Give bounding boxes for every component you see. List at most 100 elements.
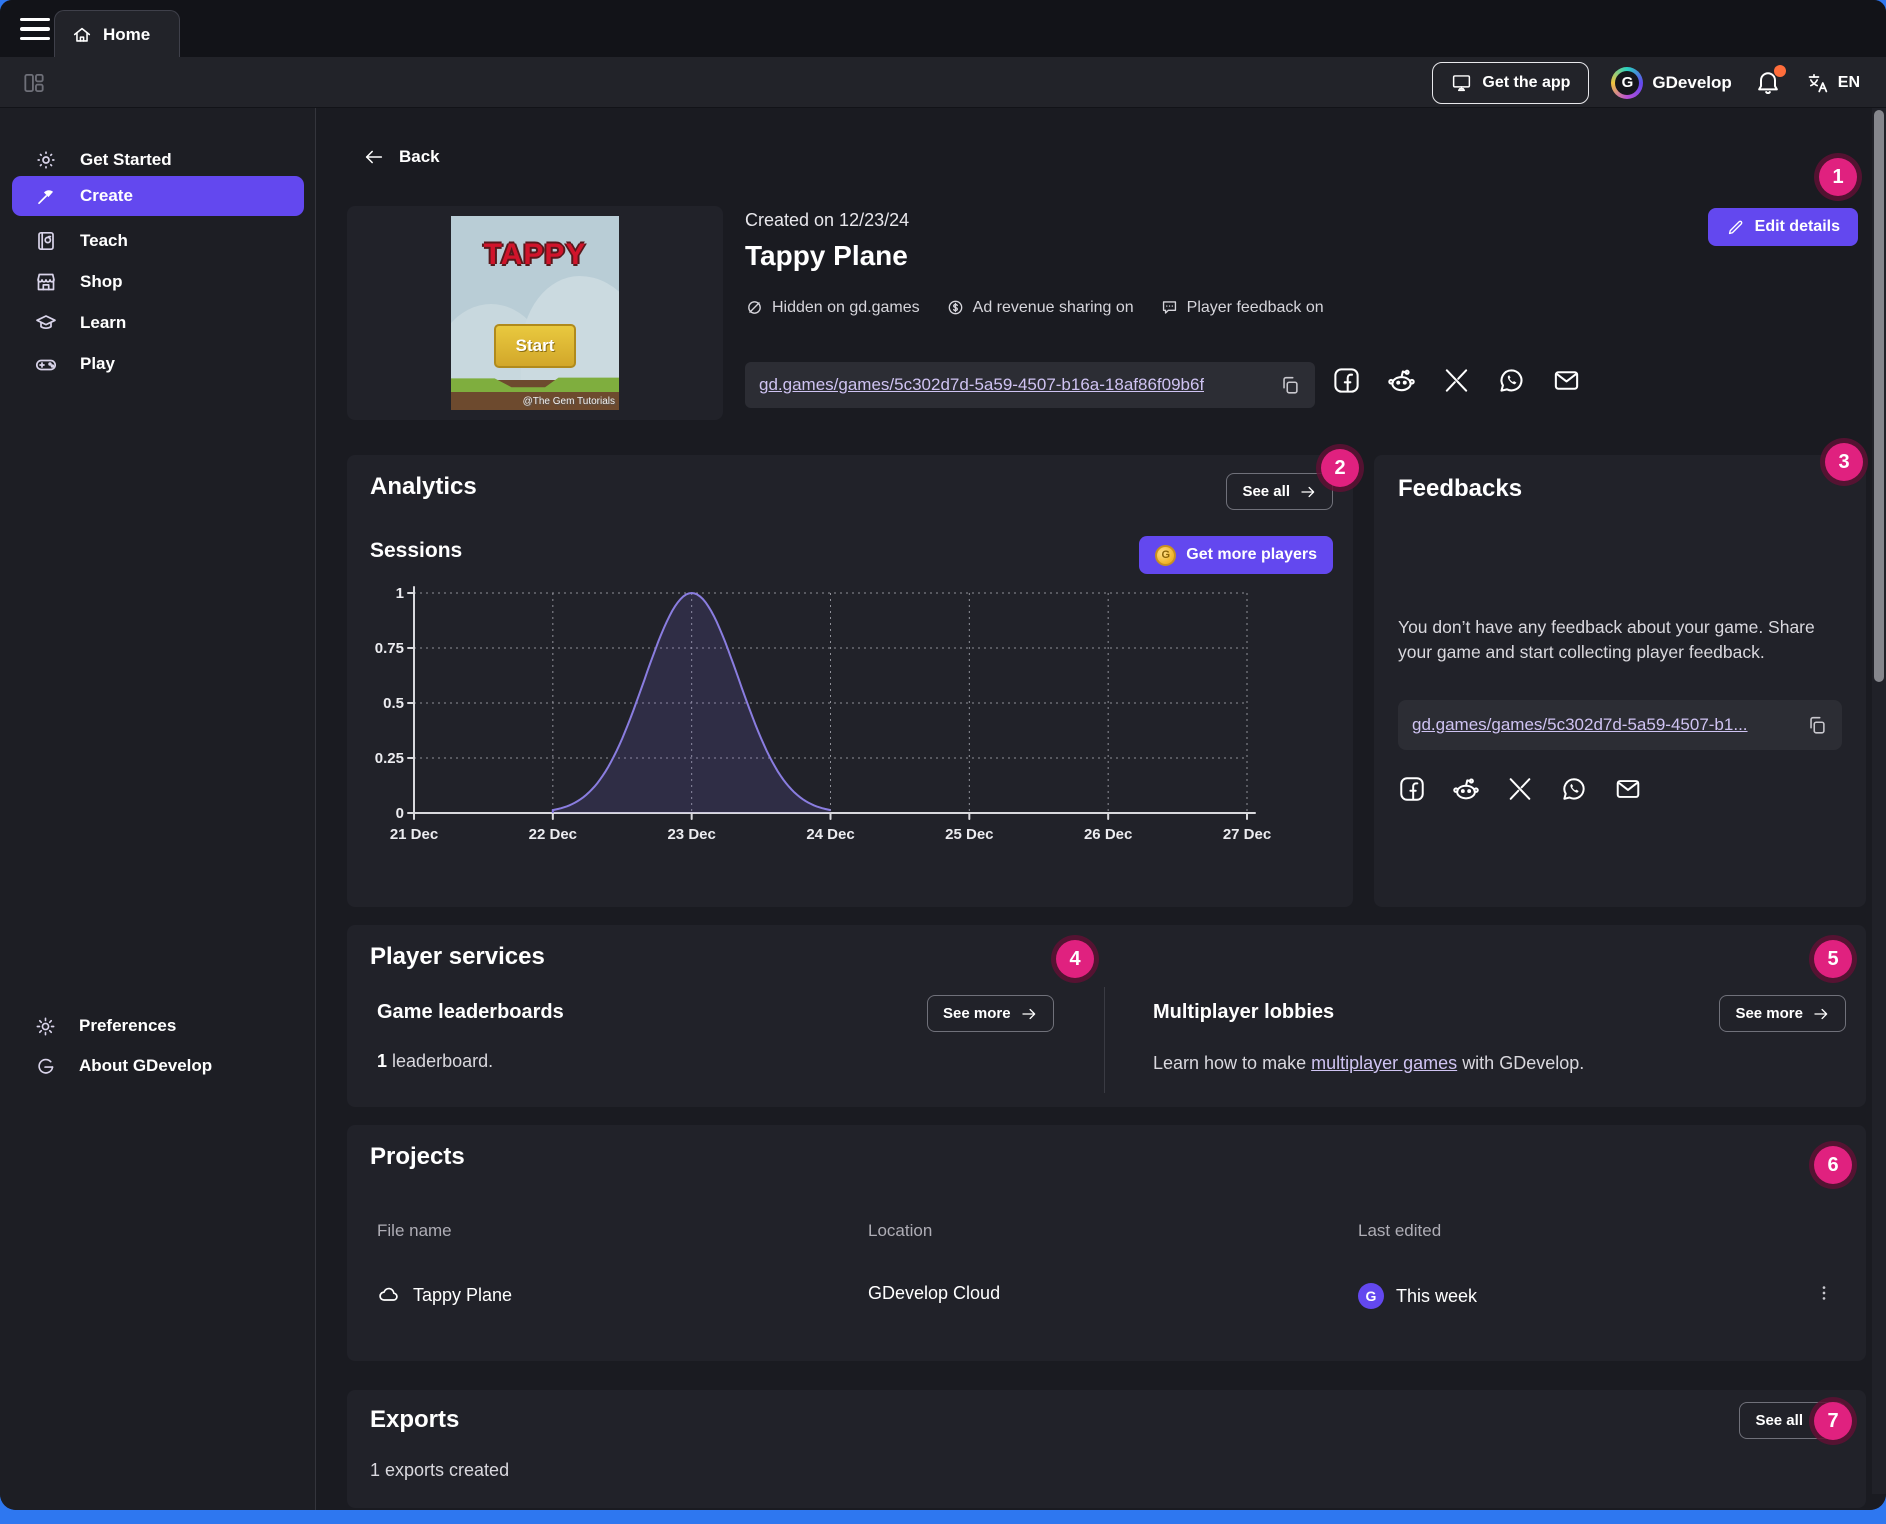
copy-icon[interactable] [1806, 714, 1828, 736]
exports-title: Exports [370, 1406, 460, 1433]
svg-text:27 Dec: 27 Dec [1223, 826, 1271, 843]
arrow-right-icon [1814, 1008, 1828, 1019]
annotation-badge-2: 2 [1321, 449, 1359, 487]
brand-label: GDevelop [1652, 72, 1732, 92]
back-label: Back [399, 147, 440, 166]
reddit-icon[interactable] [1387, 366, 1416, 395]
whatsapp-icon[interactable] [1497, 366, 1526, 395]
game-thumbnail[interactable]: TAPPY Start @The Gem Tutorials [451, 216, 619, 410]
sidebar-item-play[interactable]: Play [12, 345, 304, 383]
sidebar-item-label: Play [80, 354, 115, 373]
svg-text:0: 0 [396, 805, 404, 822]
status-ad-revenue: Ad revenue sharing on [946, 298, 1134, 317]
gear-icon [36, 1017, 55, 1035]
project-location: GDevelop Cloud [868, 1283, 1001, 1303]
leaderboard-count-number: 1 [377, 1051, 388, 1071]
edit-details-button[interactable]: Edit details [1707, 208, 1858, 246]
edit-details-label: Edit details [1754, 218, 1840, 235]
tab-home-label: Home [103, 24, 151, 44]
svg-text:1: 1 [396, 585, 404, 602]
svg-text:0.25: 0.25 [375, 750, 404, 767]
storefront-icon [37, 273, 55, 291]
created-on-text: Created on 12/23/24 [745, 210, 910, 230]
arrow-right-icon [1021, 1008, 1035, 1019]
sessions-subtitle: Sessions [370, 539, 463, 562]
status-label: Hidden on gd.games [772, 298, 920, 316]
copy-icon[interactable] [1279, 374, 1301, 396]
hamburger-menu-icon[interactable] [14, 12, 56, 46]
thumbnail-watermark: @The Gem Tutorials [522, 396, 615, 407]
translate-icon [1808, 73, 1828, 92]
share-url-link[interactable]: gd.games/games/5c302d7d-5a59-4507-b16a-1… [759, 375, 1205, 394]
x-icon[interactable] [1506, 775, 1534, 803]
panels-layout-icon[interactable] [16, 65, 52, 101]
analytics-see-all-button[interactable]: See all [1226, 473, 1333, 510]
share-icons-row [1332, 366, 1581, 395]
language-selector[interactable]: EN [1806, 71, 1860, 95]
svg-text:0.75: 0.75 [375, 640, 404, 657]
sidebar-item-preferences[interactable]: Preferences [12, 1008, 304, 1044]
exports-summary: 1 exports created [370, 1460, 510, 1480]
projects-title: Projects [370, 1143, 465, 1170]
status-label: Ad revenue sharing on [972, 298, 1134, 316]
kebab-menu-icon [1822, 1286, 1826, 1300]
project-row-location: GDevelop Cloud [868, 1283, 1000, 1304]
column-header-location: Location [868, 1221, 933, 1240]
sidebar-item-create[interactable]: Create [12, 176, 304, 216]
get-more-players-label: Get more players [1186, 546, 1317, 563]
brand-area[interactable]: G GDevelop [1611, 66, 1732, 99]
speech-bubble-icon [1162, 301, 1176, 314]
get-the-app-label: Get the app [1482, 73, 1571, 91]
divider [1104, 987, 1105, 1093]
sidebar-item-label: Teach [80, 231, 128, 250]
project-row-file-name[interactable]: Tappy Plane [377, 1283, 512, 1307]
notification-dot [1773, 64, 1786, 77]
feedbacks-share-url-link[interactable]: gd.games/games/5c302d7d-5a59-4507-b1... [1412, 715, 1748, 734]
svg-text:25 Dec: 25 Dec [945, 826, 993, 843]
tab-home[interactable]: Home [54, 10, 180, 58]
email-icon[interactable] [1614, 775, 1642, 803]
email-icon[interactable] [1552, 366, 1581, 395]
gdevelop-logo-icon: G [1611, 66, 1644, 99]
facebook-icon[interactable] [1398, 775, 1426, 803]
back-button[interactable]: Back [363, 146, 440, 168]
get-more-players-button[interactable]: G Get more players [1139, 536, 1333, 574]
lobbies-see-more-button[interactable]: See more [1719, 995, 1846, 1032]
sidebar: Get Started Create Teach Shop Learn [0, 108, 316, 1510]
sidebar-item-about-gdevelop[interactable]: About GDevelop [12, 1048, 304, 1084]
annotation-badge-3: 3 [1825, 443, 1863, 481]
toolbar: Get the app G GDevelop EN [0, 57, 1886, 108]
dollar-circle-icon [948, 300, 963, 315]
svg-text:23 Dec: 23 Dec [667, 826, 715, 843]
svg-text:0.5: 0.5 [383, 695, 404, 712]
status-hidden: Hidden on gd.games [745, 298, 920, 317]
sidebar-item-learn[interactable]: Learn [12, 304, 304, 342]
analytics-card: Analytics See all Sessions G Get more pl… [347, 455, 1353, 907]
annotation-badge-6: 6 [1814, 1146, 1852, 1184]
sidebar-item-shop[interactable]: Shop [12, 263, 304, 301]
toolbar-right-cluster: Get the app G GDevelop EN [1432, 57, 1860, 108]
notifications-button[interactable] [1754, 64, 1786, 98]
annotation-badge-1: 1 [1819, 158, 1857, 196]
whatsapp-icon[interactable] [1560, 775, 1588, 803]
scrollbar-track [1872, 108, 1886, 1494]
player-services-card: Player services Game leaderboards See mo… [347, 925, 1866, 1107]
annotation-badge-7: 7 [1814, 1402, 1852, 1440]
scrollbar-thumb[interactable] [1874, 110, 1884, 682]
arrow-left-icon [365, 150, 383, 164]
multiplayer-games-link[interactable]: multiplayer games [1311, 1053, 1458, 1073]
sidebar-item-label: About GDevelop [79, 1056, 213, 1075]
gdevelop-icon [38, 1058, 54, 1074]
coin-icon: G [1155, 544, 1177, 566]
sidebar-item-teach[interactable]: Teach [12, 222, 304, 260]
sidebar-item-label: Get Started [80, 150, 172, 169]
facebook-icon[interactable] [1332, 366, 1361, 395]
project-row-menu-button[interactable] [1808, 1277, 1840, 1309]
x-icon[interactable] [1442, 366, 1471, 395]
get-the-app-button[interactable]: Get the app [1432, 61, 1590, 104]
see-more-label: See more [1735, 1005, 1803, 1022]
game-thumbnail-card: TAPPY Start @The Gem Tutorials [347, 206, 723, 420]
sidebar-item-get-started[interactable]: Get Started [12, 141, 304, 179]
reddit-icon[interactable] [1452, 775, 1480, 803]
leaderboards-see-more-button[interactable]: See more [927, 995, 1054, 1032]
